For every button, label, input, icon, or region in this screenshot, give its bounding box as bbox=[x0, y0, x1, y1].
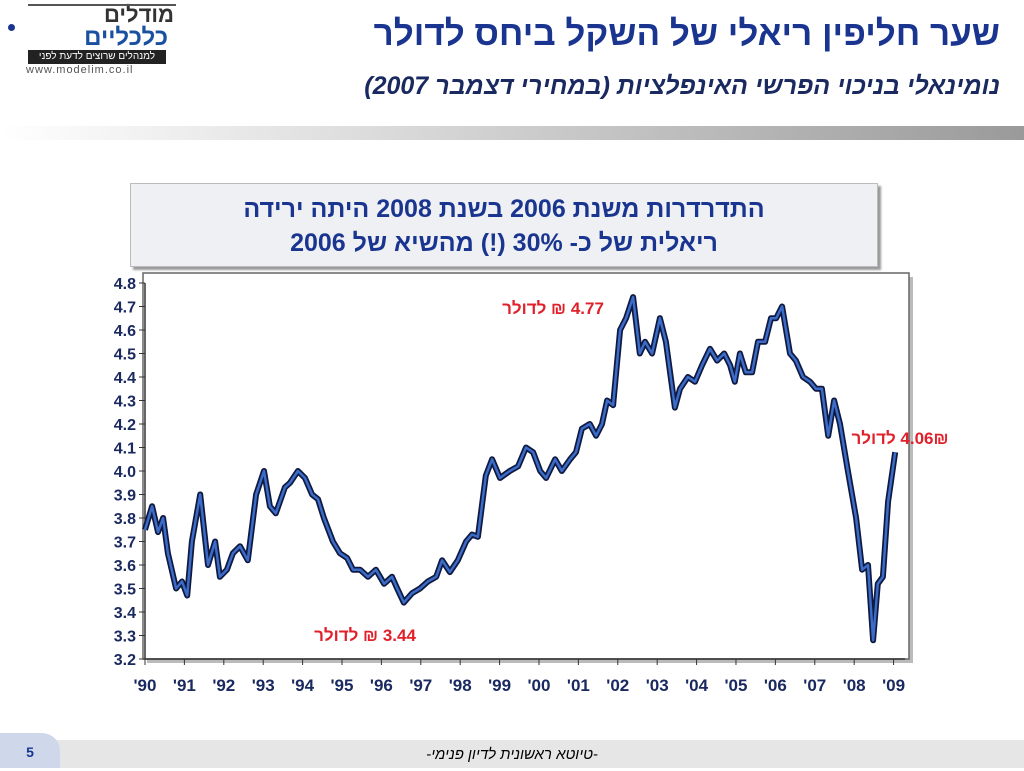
footer-note: -טיוטא ראשונית לדיון פנימי- bbox=[426, 746, 598, 763]
x-tick-label: '93 bbox=[252, 676, 275, 695]
y-tick-label: 4.8 bbox=[114, 276, 136, 293]
logo-tagline: למנהלים שרוצים לדעת לפני bbox=[28, 50, 166, 64]
y-tick-label: 4.0 bbox=[114, 464, 136, 481]
chart: 3.2 3.3 3.4 3.5 3.6 3.7 3.8 3.9 4.0 4.1 4.2 4.3 4.4 4… bbox=[114, 272, 949, 695]
line bbox=[143, 295, 897, 642]
x-tick-label: '90 bbox=[134, 676, 157, 695]
y-tick-label: 3.3 bbox=[114, 629, 136, 646]
subtitle: נומינאלי בניכוי הפרשי האינפלציות (במחירי… bbox=[364, 72, 1000, 100]
logo-url: www.modelim.co.il bbox=[26, 64, 134, 76]
annotation: 4.06₪ לדולר bbox=[851, 429, 948, 448]
y-tick-label: 3.4 bbox=[114, 605, 136, 622]
y-tick-label: 3.9 bbox=[114, 488, 136, 505]
divider bbox=[0, 126, 1024, 140]
page-number: 5 bbox=[0, 733, 60, 768]
logo-name: מודלים bbox=[103, 2, 174, 27]
x-tick-label: '02 bbox=[606, 676, 629, 695]
x-tick-label: '00 bbox=[528, 676, 551, 695]
annotation: 4.77 ₪ לדולר bbox=[502, 299, 604, 318]
y-tick-label: 3.7 bbox=[114, 535, 136, 552]
y-tick-label: 3.8 bbox=[114, 511, 136, 528]
x-tick-label: '96 bbox=[370, 676, 393, 695]
y-tick-label: 4.7 bbox=[114, 300, 136, 317]
y-tick-label: 4.6 bbox=[114, 323, 136, 340]
y-tick-label: 4.1 bbox=[114, 441, 136, 458]
x-tick-label: '92 bbox=[212, 676, 235, 695]
y-tick-label: 4.5 bbox=[114, 347, 136, 364]
y-tick-label: 4.4 bbox=[114, 370, 136, 387]
x-tick-label: '94 bbox=[291, 676, 314, 695]
y-tick-label: 3.5 bbox=[114, 582, 136, 599]
y-tick-label: 4.2 bbox=[114, 417, 136, 434]
logo-name: כלכליים bbox=[84, 24, 168, 51]
title: שער חליפין ריאלי של השקל ביחס לדולר bbox=[373, 14, 1000, 53]
x-tick-label: '03 bbox=[646, 676, 669, 695]
y-tick-label: 4.3 bbox=[114, 394, 136, 411]
x-tick-label: '98 bbox=[449, 676, 472, 695]
x-tick-label: '99 bbox=[488, 676, 511, 695]
annotation: 3.44 ₪ לדולר bbox=[314, 626, 416, 645]
x-tick-label: '04 bbox=[685, 676, 708, 695]
callout: התדרדרות משנת 2006 בשנת 2008 היתה ירידה … bbox=[130, 183, 878, 267]
x-tick-label: '01 bbox=[567, 676, 590, 695]
x-tick-label: '05 bbox=[725, 676, 748, 695]
x-tick-label: '06 bbox=[764, 676, 787, 695]
x-tick-label: '09 bbox=[882, 676, 905, 695]
y-tick-label: 3.2 bbox=[114, 652, 136, 669]
footer bbox=[0, 740, 1024, 768]
callout-line: ריאלית של כ- 30% (!) מהשיא של 2006 bbox=[290, 229, 718, 257]
callout-line: התדרדרות משנת 2006 בשנת 2008 היתה ירידה bbox=[243, 195, 765, 223]
x-tick-label: '91 bbox=[173, 676, 196, 695]
x-tick-label: '95 bbox=[331, 676, 354, 695]
y-tick-label: 3.6 bbox=[114, 558, 136, 575]
plot-frame bbox=[142, 272, 910, 660]
logo: מודלים כלכליים למנהלים שרוצים לדעת לפני … bbox=[0, 0, 180, 80]
x-tick-label: '07 bbox=[803, 676, 826, 695]
logo-dot bbox=[8, 24, 15, 31]
x-tick-label: '08 bbox=[843, 676, 866, 695]
logo-rule bbox=[28, 4, 176, 6]
x-tick-label: '97 bbox=[409, 676, 432, 695]
